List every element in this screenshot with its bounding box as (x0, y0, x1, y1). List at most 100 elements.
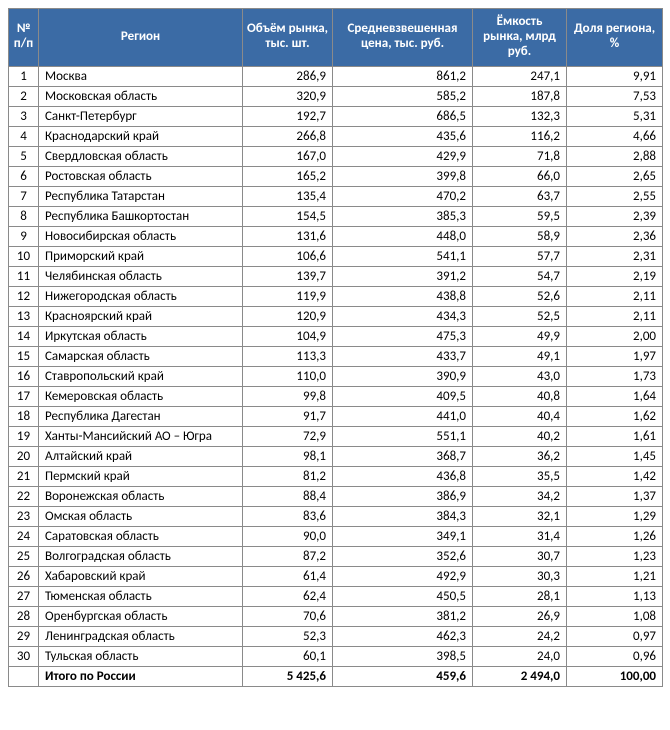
cell: 384,3 (333, 506, 473, 526)
cell: 541,1 (333, 246, 473, 266)
cell: 2,39 (567, 206, 663, 226)
table-row: 1Москва286,9861,2247,19,91 (9, 66, 663, 86)
cell: 72,9 (243, 426, 333, 446)
cell: 1,61 (567, 426, 663, 446)
table-row: 5Свердловская область167,0429,971,82,88 (9, 146, 663, 166)
cell: 438,8 (333, 286, 473, 306)
cell: 391,2 (333, 266, 473, 286)
cell: 106,6 (243, 246, 333, 266)
cell: 11 (9, 266, 39, 286)
cell: Ставропольский край (39, 366, 243, 386)
cell: 2,00 (567, 326, 663, 346)
cell: 435,6 (333, 126, 473, 146)
cell: 24,2 (473, 626, 567, 646)
total-cell: 100,00 (567, 666, 663, 686)
cell: 385,3 (333, 206, 473, 226)
regions-table: № п/п Регион Объём рынка, тыс. шт. Средн… (8, 8, 663, 687)
cell: 132,3 (473, 106, 567, 126)
total-cell: 2 494,0 (473, 666, 567, 686)
cell: 475,3 (333, 326, 473, 346)
cell: Кемеровская область (39, 386, 243, 406)
cell: Саратовская область (39, 526, 243, 546)
cell: Красноярский край (39, 306, 243, 326)
cell: 5 (9, 146, 39, 166)
cell: 192,7 (243, 106, 333, 126)
cell: 30,7 (473, 546, 567, 566)
cell: 24 (9, 526, 39, 546)
cell: Свердловская область (39, 146, 243, 166)
col-header-region: Регион (39, 9, 243, 67)
cell: 1 (9, 66, 39, 86)
cell: 49,1 (473, 346, 567, 366)
cell: 15 (9, 346, 39, 366)
cell: 116,2 (473, 126, 567, 146)
cell: 66,0 (473, 166, 567, 186)
cell: 1,08 (567, 606, 663, 626)
cell: 58,9 (473, 226, 567, 246)
table-row: 7Республика Татарстан135,4470,263,72,55 (9, 186, 663, 206)
table-body: 1Москва286,9861,2247,19,912Московская об… (9, 66, 663, 686)
cell: 35,5 (473, 466, 567, 486)
cell: 551,1 (333, 426, 473, 446)
cell: 40,8 (473, 386, 567, 406)
cell: 7,53 (567, 86, 663, 106)
cell: 1,23 (567, 546, 663, 566)
cell: 2,36 (567, 226, 663, 246)
cell: 28 (9, 606, 39, 626)
cell: 104,9 (243, 326, 333, 346)
cell: 63,7 (473, 186, 567, 206)
cell: 381,2 (333, 606, 473, 626)
cell: Омская область (39, 506, 243, 526)
table-row: 29Ленинградская область52,3462,324,20,97 (9, 626, 663, 646)
cell: 88,4 (243, 486, 333, 506)
cell: 686,5 (333, 106, 473, 126)
cell: 1,45 (567, 446, 663, 466)
cell: Тульская область (39, 646, 243, 666)
cell: 1,97 (567, 346, 663, 366)
cell: 1,26 (567, 526, 663, 546)
cell: Москва (39, 66, 243, 86)
cell: 861,2 (333, 66, 473, 86)
cell: 57,7 (473, 246, 567, 266)
table-row: 20Алтайский край98,1368,736,21,45 (9, 446, 663, 466)
cell: 1,37 (567, 486, 663, 506)
col-header-cap: Ёмкость рынка, млрд руб. (473, 9, 567, 67)
cell: 1,29 (567, 506, 663, 526)
cell: 22 (9, 486, 39, 506)
cell: Нижегородская область (39, 286, 243, 306)
table-row: 24Саратовская область90,0349,131,41,26 (9, 526, 663, 546)
cell: 40,4 (473, 406, 567, 426)
cell: 2,55 (567, 186, 663, 206)
cell: 20 (9, 446, 39, 466)
col-header-share: Доля региона, % (567, 9, 663, 67)
table-row: 11Челябинская область139,7391,254,72,19 (9, 266, 663, 286)
table-row: 14Иркутская область104,9475,349,92,00 (9, 326, 663, 346)
table-row: 21Пермский край81,2436,835,51,42 (9, 466, 663, 486)
cell: 585,2 (333, 86, 473, 106)
cell: Тюменская область (39, 586, 243, 606)
cell: Ростовская область (39, 166, 243, 186)
table-row: 12Нижегородская область119,9438,852,62,1… (9, 286, 663, 306)
cell: 19 (9, 426, 39, 446)
cell: 492,9 (333, 566, 473, 586)
cell: 30 (9, 646, 39, 666)
cell: 135,4 (243, 186, 333, 206)
cell: 2,88 (567, 146, 663, 166)
cell: 441,0 (333, 406, 473, 426)
table-row: 22Воронежская область88,4386,934,21,37 (9, 486, 663, 506)
cell: 99,8 (243, 386, 333, 406)
cell: 2,11 (567, 286, 663, 306)
cell: 470,2 (333, 186, 473, 206)
cell: 60,1 (243, 646, 333, 666)
cell: 131,6 (243, 226, 333, 246)
cell: 13 (9, 306, 39, 326)
cell: 1,64 (567, 386, 663, 406)
cell: 21 (9, 466, 39, 486)
cell: 91,7 (243, 406, 333, 426)
cell: 0,96 (567, 646, 663, 666)
table-row: 10Приморский край106,6541,157,72,31 (9, 246, 663, 266)
table-row: 15Самарская область113,3433,749,11,97 (9, 346, 663, 366)
cell: 18 (9, 406, 39, 426)
table-row: 23Омская область83,6384,332,11,29 (9, 506, 663, 526)
table-row: 26Хабаровский край61,4492,930,31,21 (9, 566, 663, 586)
